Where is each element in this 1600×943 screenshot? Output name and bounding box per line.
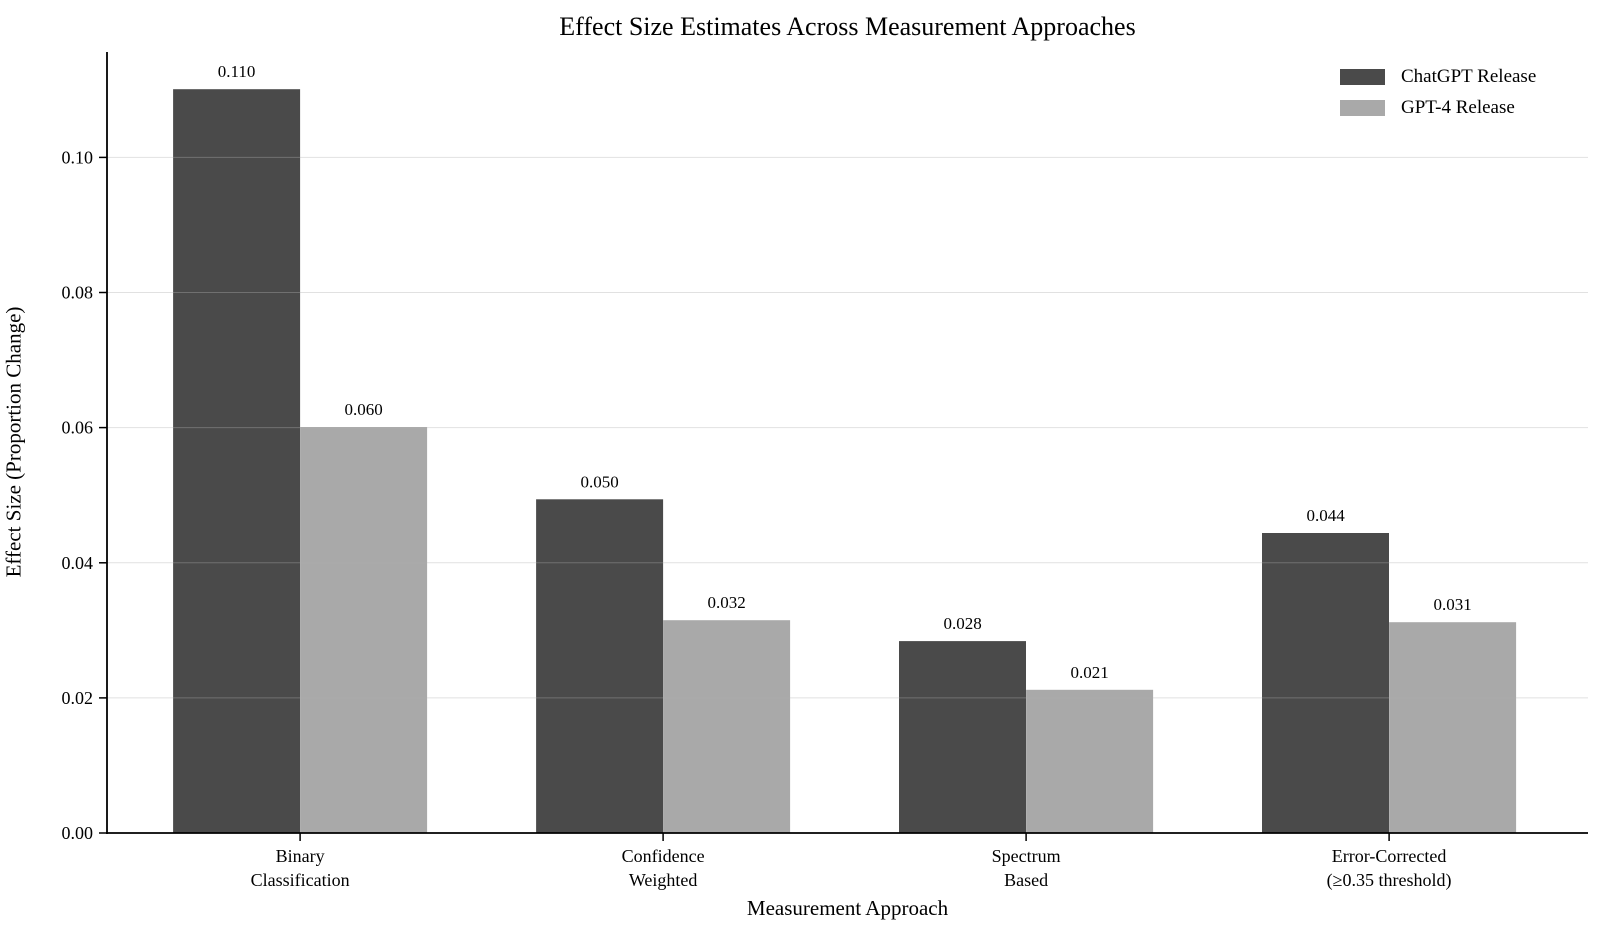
x-tick-label-line: Based (1004, 870, 1048, 890)
value-label-chatgpt-release-2: 0.028 (943, 614, 981, 633)
y-tick-label-0.06: 0.06 (62, 418, 94, 438)
x-tick-label-line: Spectrum (992, 846, 1061, 866)
x-tick-label-1: Confidence Weighted (622, 846, 705, 890)
value-label-chatgpt-release-0: 0.110 (218, 62, 256, 81)
legend-swatch-gpt4-release (1340, 100, 1385, 116)
x-tick-label-3: Error-Corrected (≥0.35 threshold) (1327, 846, 1452, 891)
x-axis-title: Measurement Approach (746, 896, 949, 920)
value-label-gpt-4-release-2: 0.021 (1070, 663, 1108, 682)
value-label-gpt-4-release-3: 0.031 (1433, 595, 1471, 614)
bar-gpt-4-release-0 (300, 427, 428, 833)
bar-chatgpt-release-1 (536, 499, 664, 833)
value-label-gpt-4-release-1: 0.032 (707, 593, 745, 612)
x-tick-label-line: (≥0.35 threshold) (1327, 870, 1452, 891)
legend-item-gpt4-release: GPT-4 Release (1340, 97, 1536, 119)
y-tick-label-0.02: 0.02 (62, 688, 94, 708)
x-tick-label-line: Binary (276, 846, 325, 866)
legend-label-chatgpt-release: ChatGPT Release (1401, 66, 1537, 87)
y-tick-label-0.04: 0.04 (62, 553, 94, 573)
value-label-chatgpt-release-1: 0.050 (580, 472, 618, 491)
legend-item-chatgpt-release: ChatGPT Release (1340, 66, 1536, 88)
y-tick-label-0.00: 0.00 (62, 823, 94, 843)
x-tick-label-2: Spectrum Based (992, 846, 1061, 890)
chart-title: Effect Size Estimates Across Measurement… (559, 12, 1136, 41)
y-tick-label-0.08: 0.08 (62, 283, 94, 303)
bar-gpt-4-release-2 (1026, 689, 1154, 833)
y-tick-label-0.10: 0.10 (62, 147, 94, 167)
bar-chatgpt-release-2 (899, 641, 1026, 833)
x-tick-label-line: Confidence (622, 846, 705, 866)
legend: ChatGPT Release GPT-4 Release (1340, 66, 1536, 119)
x-tick-label-line: Classification (251, 870, 350, 890)
x-tick-label-0: Binary Classification (251, 846, 350, 890)
bar-gpt-4-release-1 (663, 620, 791, 833)
legend-label-gpt4-release: GPT-4 Release (1401, 97, 1515, 118)
value-label-chatgpt-release-3: 0.044 (1306, 506, 1345, 525)
x-tick-label-line: Weighted (629, 870, 698, 890)
bar-chatgpt-release-3 (1262, 533, 1389, 833)
legend-swatch-chatgpt-release (1340, 69, 1385, 85)
bar-gpt-4-release-3 (1389, 622, 1517, 833)
y-axis-title: Effect Size (Proportion Change) (1, 306, 26, 578)
value-label-gpt-4-release-0: 0.060 (344, 400, 382, 419)
bar-chatgpt-release-0 (173, 89, 301, 833)
x-tick-label-line: Error-Corrected (1332, 846, 1447, 866)
